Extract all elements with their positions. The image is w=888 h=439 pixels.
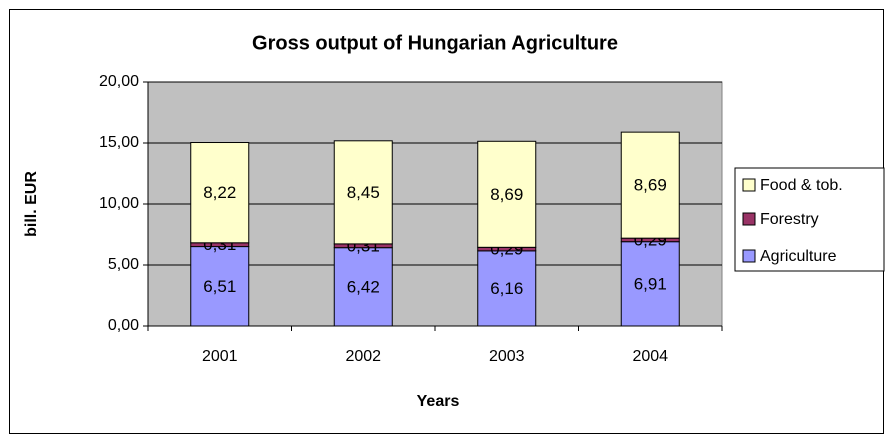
legend-swatch xyxy=(742,178,756,192)
y-tick-label: 5,00 xyxy=(108,256,139,273)
bar-segment xyxy=(477,250,537,327)
x-tick-label: 2004 xyxy=(632,348,668,365)
x-axis-label: Years xyxy=(417,393,460,410)
bar-segment xyxy=(477,140,537,248)
data-label: 6,91 xyxy=(634,274,667,293)
legend-label: Food & tob. xyxy=(760,177,843,194)
legend-label: Agriculture xyxy=(760,248,837,265)
y-tick-label: 20,00 xyxy=(99,73,139,90)
bar-segment xyxy=(620,241,680,327)
legend-box xyxy=(734,167,885,272)
legend-swatch xyxy=(742,249,756,263)
y-tick-label: 0,00 xyxy=(108,317,139,334)
legend-swatch xyxy=(742,212,756,226)
data-label: 8,69 xyxy=(634,176,667,195)
y-axis-label: bill. EUR xyxy=(23,171,40,237)
chart-title: Gross output of Hungarian Agriculture xyxy=(252,32,618,54)
data-label: 8,45 xyxy=(347,183,380,202)
data-label: 8,69 xyxy=(490,185,523,204)
data-label: 6,16 xyxy=(490,279,523,298)
bar-segment xyxy=(333,247,393,327)
bar-segment xyxy=(333,140,393,245)
data-label: 6,51 xyxy=(203,277,236,296)
legend-label: Forestry xyxy=(760,211,819,228)
x-tick-label: 2002 xyxy=(345,348,381,365)
data-label: 6,42 xyxy=(347,277,380,296)
data-label: 8,22 xyxy=(203,183,236,202)
x-tick-label: 2001 xyxy=(202,348,238,365)
x-tick-label: 2003 xyxy=(489,348,525,365)
bar-segment xyxy=(620,131,680,239)
y-tick-label: 15,00 xyxy=(99,134,139,151)
bar-segment xyxy=(190,246,250,327)
y-tick-label: 10,00 xyxy=(99,195,139,212)
bar-segment xyxy=(190,142,250,244)
